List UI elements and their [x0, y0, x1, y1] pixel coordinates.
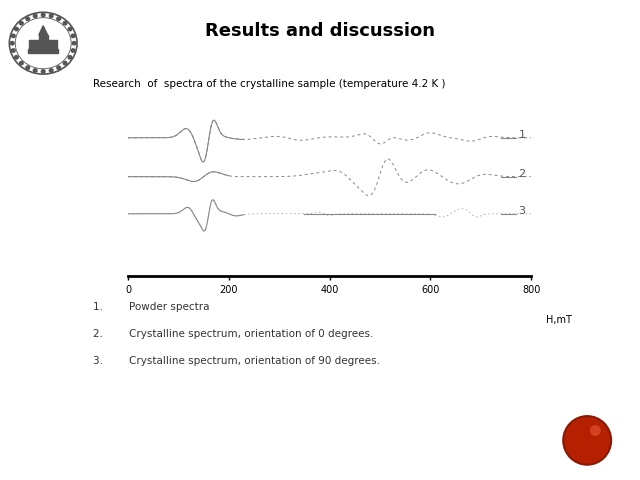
Bar: [29, 40, 39, 48]
Circle shape: [71, 49, 75, 52]
Circle shape: [15, 56, 19, 59]
Polygon shape: [39, 26, 47, 35]
Circle shape: [12, 49, 15, 52]
Circle shape: [72, 42, 76, 45]
Circle shape: [26, 17, 29, 21]
Circle shape: [63, 61, 67, 65]
Circle shape: [563, 416, 611, 465]
Text: 3: 3: [518, 206, 525, 216]
Circle shape: [19, 61, 23, 65]
Text: 1.        Powder spectra: 1. Powder spectra: [93, 302, 209, 312]
Text: 1: 1: [518, 130, 525, 140]
Text: 3.        Crystalline spectrum, orientation of 90 degrees.: 3. Crystalline spectrum, orientation of …: [93, 356, 380, 366]
Circle shape: [33, 69, 37, 72]
Text: 2.        Crystalline spectrum, orientation of 0 degrees.: 2. Crystalline spectrum, orientation of …: [93, 329, 373, 339]
Circle shape: [57, 66, 61, 69]
Circle shape: [49, 69, 53, 72]
Circle shape: [57, 17, 61, 21]
Circle shape: [68, 27, 72, 31]
Circle shape: [19, 22, 23, 25]
Text: Research  of  spectra of the crystalline sample (temperature 4.2 K ): Research of spectra of the crystalline s…: [93, 79, 445, 89]
Circle shape: [63, 22, 67, 25]
Circle shape: [68, 56, 72, 59]
Circle shape: [42, 13, 45, 17]
Bar: [28, 48, 58, 53]
Text: 2: 2: [518, 169, 525, 179]
Circle shape: [49, 14, 53, 18]
Circle shape: [10, 42, 14, 45]
Circle shape: [42, 70, 45, 73]
Bar: [47, 40, 57, 48]
Circle shape: [71, 34, 75, 37]
Circle shape: [33, 14, 37, 18]
Circle shape: [26, 66, 29, 69]
Circle shape: [15, 27, 19, 31]
Text: H,mT: H,mT: [547, 315, 572, 325]
Circle shape: [12, 34, 15, 37]
Bar: [39, 35, 47, 51]
Text: Results and discussion: Results and discussion: [205, 22, 435, 40]
Circle shape: [590, 425, 601, 436]
